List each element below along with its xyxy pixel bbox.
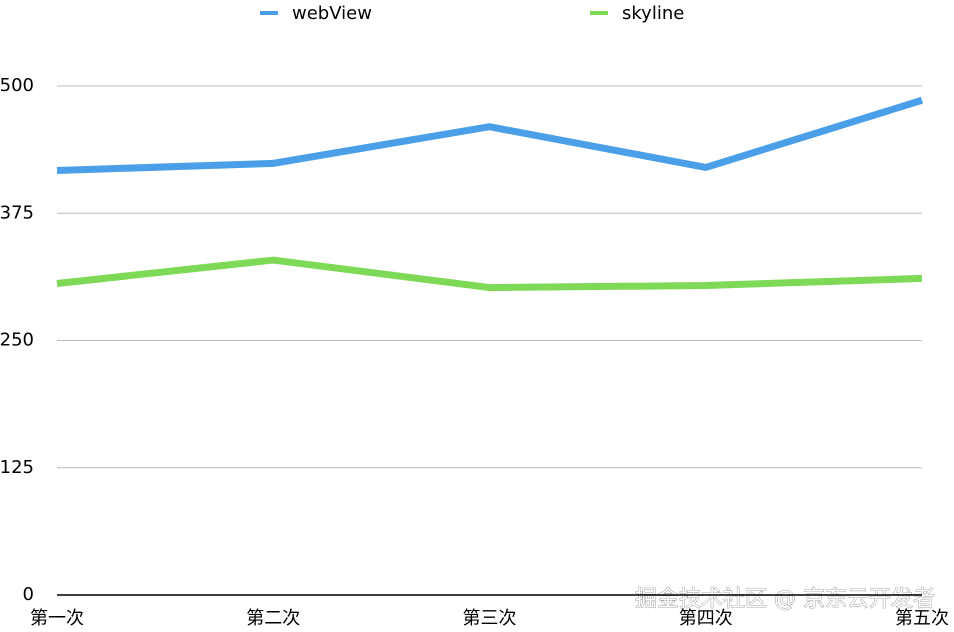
y-tick-label: 375	[0, 202, 34, 223]
legend-label: skyline	[622, 3, 684, 24]
y-tick-label: 500	[0, 75, 34, 96]
x-tick-label: 第五次	[895, 608, 949, 629]
x-tick-label: 第四次	[679, 608, 733, 629]
x-tick-label: 第三次	[463, 608, 517, 629]
y-tick-label: 0	[23, 584, 34, 605]
x-tick-label: 第一次	[30, 608, 84, 629]
line-series	[56, 96, 924, 174]
y-tick-label: 250	[0, 330, 34, 351]
x-tick-label: 第二次	[246, 608, 300, 629]
legend-label: webView	[292, 3, 372, 24]
y-tick-label: 125	[0, 457, 34, 478]
watermark: 掘金技术社区 @ 京东云开发者	[635, 587, 935, 612]
line-series	[56, 256, 923, 292]
